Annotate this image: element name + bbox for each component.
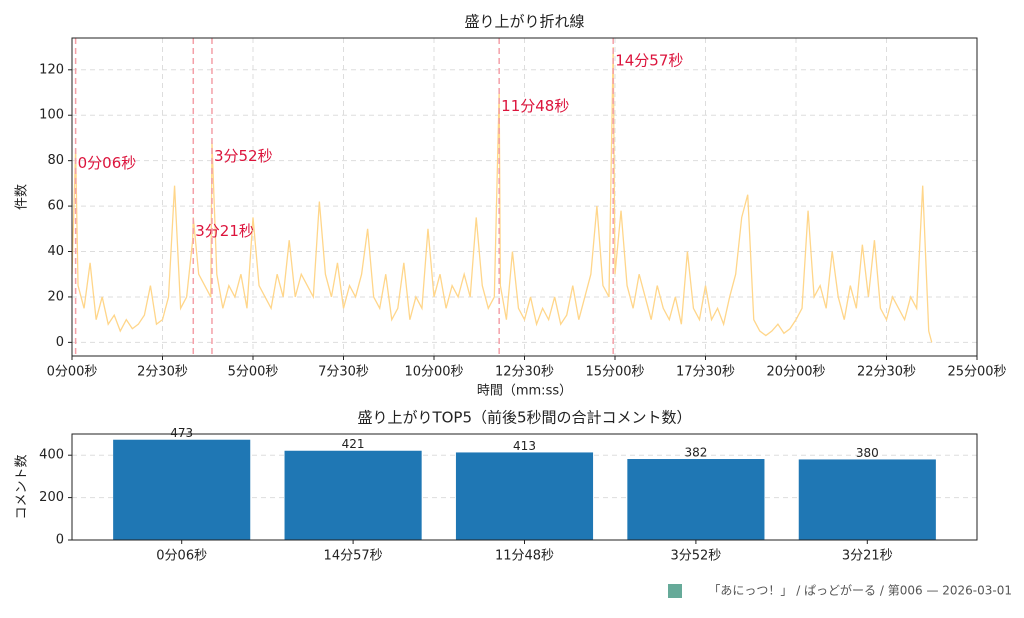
bar [455,452,594,540]
y-tick-label: 100 [39,108,64,123]
bar [113,439,251,540]
value-label: 473 [170,426,193,440]
annotation: 0分06秒 [78,154,137,172]
value-label: 413 [513,439,536,453]
annotation: 3分52秒 [214,147,273,165]
x-tick-label: 14分57秒 [324,549,383,564]
y-tick-label: 400 [39,448,64,463]
y-axis-label: 件数 [15,184,30,210]
x-tick-label: 12分30秒 [495,365,554,380]
bar [284,450,422,540]
x-tick-label: 7分30秒 [318,365,369,380]
x-tick-label: 17分30秒 [676,365,735,380]
y-tick-label: 200 [39,490,64,505]
x-tick-label: 3分52秒 [670,549,721,564]
y-tick-label: 120 [39,62,64,77]
bar [627,459,765,540]
x-tick-label: 2分30秒 [137,365,188,380]
chart-title: 盛り上がり折れ線 [464,13,584,31]
x-tick-label: 3分21秒 [842,549,893,564]
x-tick-label: 11分48秒 [495,549,554,564]
y-axis-label: コメント数 [15,454,30,519]
annotation: 14分57秒 [615,52,683,70]
x-tick-label: 22分30秒 [857,365,916,380]
bar [798,459,936,540]
x-tick-label: 10分00秒 [404,365,463,380]
icon [668,584,682,598]
chart-title: 盛り上がりTOP5（前後5秒間の合計コメント数） [357,409,691,427]
x-tick-label: 25分00秒 [947,365,1006,380]
x-tick-label: 5分00秒 [228,365,279,380]
x-axis-label: 時間（mm:ss） [477,384,572,399]
footer: 「あにっつ！」 / ぱっどがーる / 第006 — 2026-03-01 [708,583,1012,598]
x-tick-label: 0分00秒 [47,365,98,380]
y-tick-label: 0 [56,335,64,350]
line [71,47,933,343]
value-label: 382 [684,446,707,460]
y-tick-label: 0 [56,533,64,548]
y-tick-label: 80 [47,153,64,168]
value-label: 421 [342,437,365,451]
y-tick-label: 20 [47,289,64,304]
plot-frame [71,37,978,357]
x-tick-label: 0分06秒 [156,549,207,564]
value-label: 380 [856,446,879,460]
y-tick-label: 60 [47,199,64,214]
y-tick-label: 40 [47,244,64,259]
annotation: 3分21秒 [195,222,254,240]
x-tick-label: 15分00秒 [585,365,644,380]
x-tick-label: 20分00秒 [766,365,825,380]
plot-frame [71,433,978,541]
annotation: 11分48秒 [501,97,569,115]
